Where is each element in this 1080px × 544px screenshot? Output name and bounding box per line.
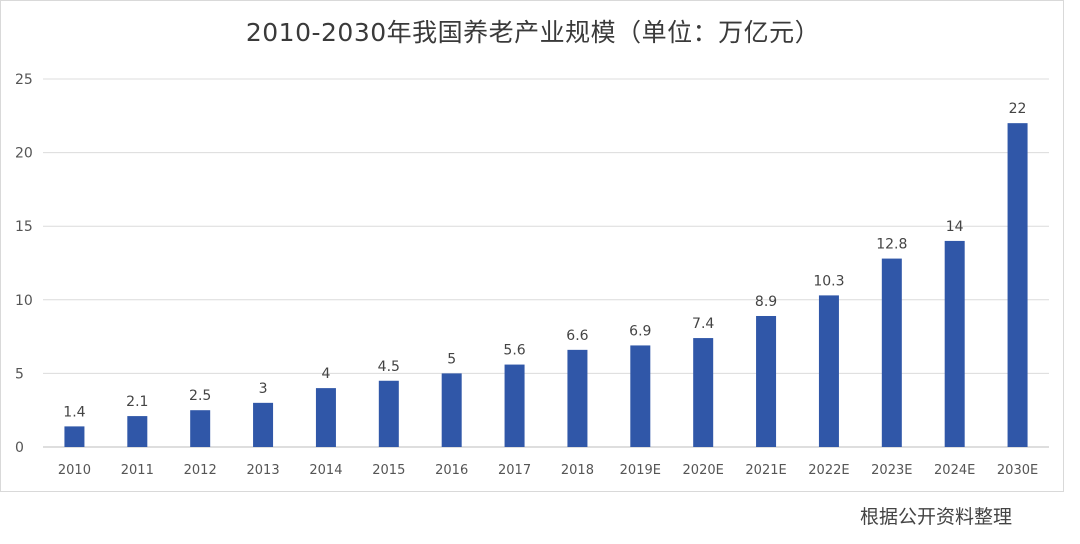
bar [190,410,211,447]
data-label: 14 [946,219,964,235]
bar [504,364,525,447]
x-tick-label: 2019E [620,463,661,478]
bar [630,345,651,447]
x-tick-label: 2012 [184,463,217,478]
data-label: 6.9 [629,323,651,339]
x-tick-label: 2017 [498,463,531,478]
y-tick-label: 5 [15,366,24,382]
bar [315,388,336,447]
y-tick-label: 20 [15,146,33,162]
bar [378,380,399,447]
x-tick-label: 2030E [997,463,1038,478]
bar [944,240,965,447]
bar [693,338,714,447]
data-label: 22 [1009,101,1027,117]
bar [818,295,839,447]
y-tick-label: 25 [15,72,33,88]
chart-card: 2010-2030年我国养老产业规模（单位：万亿元） 0 5 10 15 20 25 1.4… [0,0,1064,492]
x-tick-label: 2020E [683,463,724,478]
bar [441,373,462,447]
bar [253,402,274,447]
data-label: 4.5 [378,359,400,375]
data-label: 6.6 [566,328,588,344]
bar [567,349,588,447]
y-tick-label: 15 [15,219,33,235]
x-tick-label: 2014 [309,463,342,478]
x-tick-label: 2023E [871,463,912,478]
source-note: 根据公开资料整理 [859,506,1012,528]
y-tick-label: 10 [15,293,33,309]
bar [64,426,85,447]
x-tick-label: 2011 [121,463,154,478]
data-label: 10.3 [813,273,844,289]
data-label: 12.8 [876,237,907,253]
x-tick-label: 2024E [934,463,975,478]
bar [756,315,777,447]
data-label: 5.6 [503,343,525,359]
bar [881,258,902,447]
chart-title: 2010-2030年我国养老产业规模（单位：万亿元） [245,18,821,47]
bar [1007,123,1028,447]
x-tick-label: 2010 [58,463,91,478]
x-tick-label: 2015 [372,463,405,478]
data-label: 7.4 [692,316,714,332]
data-label: 1.4 [63,404,85,420]
data-label: 4 [321,366,330,382]
x-tick-label: 2013 [247,463,280,478]
x-tick-label: 2018 [561,463,594,478]
data-label: 3 [259,381,268,397]
data-label: 2.1 [126,394,148,410]
data-label: 5 [447,351,456,367]
x-tick-label: 2021E [745,463,786,478]
x-tick-label: 2022E [808,463,849,478]
bar-chart: 0 5 10 15 20 25 1.4 2010 2.1 2011 2.5 2012 3 2013 4 201… [15,72,1049,478]
data-label: 8.9 [755,294,777,310]
data-label: 2.5 [189,388,211,404]
y-tick-label: 0 [15,440,24,456]
bar [127,416,148,447]
x-tick-label: 2016 [435,463,468,478]
